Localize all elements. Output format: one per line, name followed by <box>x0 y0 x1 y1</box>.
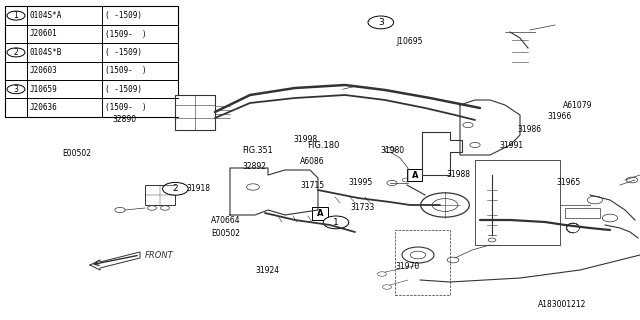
Text: 32890: 32890 <box>112 116 136 124</box>
Text: 31924: 31924 <box>255 266 280 275</box>
Circle shape <box>7 48 25 57</box>
Text: 31991: 31991 <box>499 141 524 150</box>
Text: 31918: 31918 <box>186 184 211 193</box>
Text: FIG.180: FIG.180 <box>307 141 340 150</box>
Text: ( -1509): ( -1509) <box>105 48 142 57</box>
Text: 31988: 31988 <box>447 170 471 179</box>
Circle shape <box>163 182 188 195</box>
Bar <box>312 207 328 220</box>
Text: 31995: 31995 <box>349 178 373 187</box>
Bar <box>5 6 178 117</box>
Circle shape <box>115 207 125 212</box>
Circle shape <box>387 180 397 186</box>
Bar <box>145 185 175 205</box>
Text: ( -1509): ( -1509) <box>105 11 142 20</box>
Text: J20601: J20601 <box>29 29 57 38</box>
Text: (1509-  ): (1509- ) <box>105 103 147 112</box>
Circle shape <box>447 257 459 263</box>
Text: A: A <box>412 171 418 180</box>
Circle shape <box>420 193 469 217</box>
Text: 31715: 31715 <box>301 181 325 190</box>
Circle shape <box>7 11 25 20</box>
Circle shape <box>488 238 496 242</box>
Circle shape <box>402 247 434 263</box>
Text: 31965: 31965 <box>557 178 581 187</box>
Circle shape <box>246 184 259 190</box>
Text: 1: 1 <box>333 218 339 227</box>
Text: E00502: E00502 <box>63 149 92 158</box>
Circle shape <box>463 123 473 128</box>
Text: 31733: 31733 <box>351 204 375 212</box>
Text: E00502: E00502 <box>211 229 240 238</box>
Circle shape <box>368 16 394 29</box>
Text: A: A <box>317 209 323 218</box>
Text: (1509-  ): (1509- ) <box>105 29 147 38</box>
Bar <box>475 160 560 245</box>
Text: J10695: J10695 <box>397 37 423 46</box>
Circle shape <box>410 251 426 259</box>
Circle shape <box>626 177 637 183</box>
Text: 3: 3 <box>13 85 19 94</box>
Text: J10659: J10659 <box>29 85 57 94</box>
Text: 32892: 32892 <box>242 162 266 171</box>
Text: (1509-  ): (1509- ) <box>105 66 147 75</box>
Text: 0104S*B: 0104S*B <box>29 48 62 57</box>
Circle shape <box>588 196 603 204</box>
Circle shape <box>402 178 410 182</box>
Text: A70664: A70664 <box>211 216 241 225</box>
Text: 0104S*A: 0104S*A <box>29 11 62 20</box>
Circle shape <box>161 206 170 210</box>
Bar <box>565 208 600 218</box>
Text: 31986: 31986 <box>517 125 541 134</box>
Text: A183001212: A183001212 <box>538 300 586 309</box>
Circle shape <box>148 206 157 210</box>
Text: 2: 2 <box>13 48 19 57</box>
Text: A6086: A6086 <box>300 157 324 166</box>
Text: 31980: 31980 <box>381 146 405 155</box>
Circle shape <box>385 148 395 153</box>
Text: 31966: 31966 <box>547 112 572 121</box>
Bar <box>407 169 422 181</box>
Text: 31998: 31998 <box>293 135 317 144</box>
Text: 3: 3 <box>378 18 383 27</box>
Text: FIG.351: FIG.351 <box>242 146 273 155</box>
Text: 31970: 31970 <box>396 262 420 271</box>
Text: A61079: A61079 <box>563 101 593 110</box>
Text: J20603: J20603 <box>29 66 57 75</box>
Text: ( -1509): ( -1509) <box>105 85 142 94</box>
Circle shape <box>7 85 25 94</box>
Bar <box>395 230 450 295</box>
Circle shape <box>383 285 392 289</box>
Circle shape <box>602 214 618 222</box>
Circle shape <box>323 216 349 229</box>
Text: J20636: J20636 <box>29 103 57 112</box>
Circle shape <box>378 272 387 276</box>
Text: 2: 2 <box>173 184 178 193</box>
Text: FRONT: FRONT <box>145 251 173 260</box>
Circle shape <box>470 142 480 148</box>
Bar <box>175 95 215 130</box>
Circle shape <box>432 199 458 212</box>
Text: 1: 1 <box>13 11 19 20</box>
